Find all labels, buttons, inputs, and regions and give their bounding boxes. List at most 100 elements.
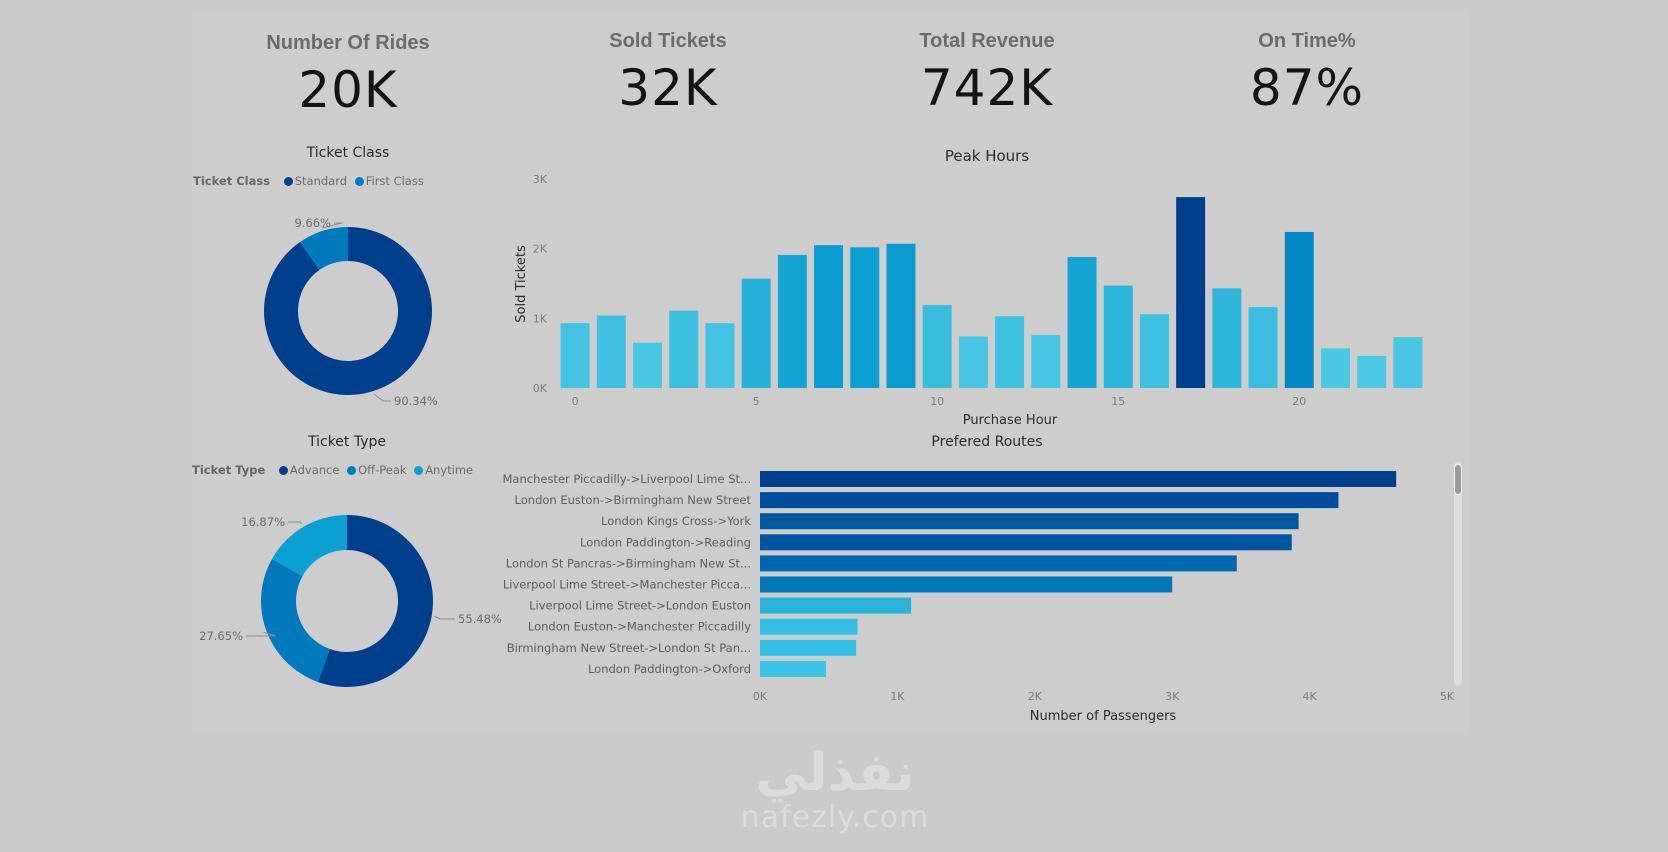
peak-hour-bar [1393,337,1423,388]
kpi-title: Sold Tickets [609,30,727,52]
y-tick-label: 2K [533,243,548,256]
ticket-type-legend: Ticket Type Advance Off-Peak Anytime [192,463,473,477]
ticket-type-donut: 55.48% 27.65% 16.87% [199,515,502,688]
watermark: نفذلي nafezly.com [730,745,940,835]
route-bar [760,597,912,614]
watermark-arabic: نفذلي [755,743,915,803]
leader-line [288,521,303,525]
peak-hour-bar [850,247,880,388]
ticket-class-title: Ticket Class [306,145,390,161]
ticket-class-donut: 90.34% 9.66% [263,216,438,408]
donut-slice-standard [263,227,432,395]
peak-hour-bar [741,278,771,388]
kpi-title: On Time% [1258,30,1356,52]
peak-hour-bar [1103,285,1133,388]
donut-slice-anytime [271,515,347,577]
route-bar [760,513,1299,530]
peak-hour-bar [995,316,1025,388]
x-tick-label: 1K [890,690,905,703]
legend-dot-icon [347,466,357,475]
route-label: London Euston->Manchester Piccadilly [528,620,751,634]
peak-hour-bar [886,243,916,388]
x-tick-label: 0 [572,395,579,408]
legend-title: Ticket Class [193,174,271,188]
routes-scrollbar[interactable] [1454,462,1462,686]
peak-hour-bar [1067,257,1097,388]
legend-item-off-peak[interactable]: Off-Peak [358,463,407,477]
kpi-title: Total Revenue [919,30,1055,52]
data-label: 90.34% [394,394,438,408]
peak-hours-chart: 0K 1K 2K 3K 0 5 10 15 20 Purchase Hour Sold Ticket… [514,173,1423,428]
peak-hour-bar [1176,197,1206,388]
peak-hour-bar [705,323,735,388]
peak-hour-bar [596,315,626,388]
preferred-routes-title: Prefered Routes [931,434,1043,450]
y-axis-title: Sold Tickets [514,245,529,323]
x-tick-label: 4K [1302,690,1317,703]
route-label: Manchester Piccadilly->Liverpool Lime St… [503,472,752,486]
y-tick-label: 0K [533,382,548,395]
legend-item-standard[interactable]: Standard [294,174,348,188]
route-bar [760,534,1292,551]
donut-slice-advance [317,515,433,688]
route-bar [760,639,857,656]
peak-hour-bar [1284,231,1314,388]
x-tick-label: 20 [1292,395,1306,408]
donut-slice-off-peak [261,558,330,682]
data-label: 16.87% [241,515,285,529]
data-label: 55.48% [458,612,502,626]
kpi-on-time: On Time% 87% [1157,30,1457,117]
x-tick-label: 15 [1111,395,1125,408]
donut-slice-first-class [300,227,348,270]
peak-hour-bar [1248,307,1278,388]
kpi-value: 20K [298,61,398,119]
kpi-value: 32K [618,59,718,117]
peak-hour-bar [1031,335,1061,388]
route-label: Liverpool Lime Street->Manchester Picca.… [503,578,751,592]
peak-hour-bar [958,336,988,388]
x-tick-label: 10 [930,395,944,408]
route-label: Liverpool Lime Street->London Euston [529,599,751,613]
route-bar [760,618,858,635]
watermark-latin: nafezly.com [740,800,930,835]
y-tick-label: 3K [533,173,548,186]
x-tick-label: 5K [1440,690,1455,703]
peak-hour-bar [1139,314,1169,388]
legend-title: Ticket Type [192,463,266,477]
route-label: London St Pancras->Birmingham New St... [506,556,751,570]
peak-hour-bar [777,254,807,388]
route-label: London Paddington->Oxford [588,662,751,676]
peak-hour-bar [1320,348,1350,388]
leader-line [246,631,277,637]
routes-scrollbar-thumb[interactable] [1454,464,1462,495]
legend-item-first-class[interactable]: First Class [365,174,424,188]
legend-item-advance[interactable]: Advance [289,463,340,477]
x-axis-title: Purchase Hour [963,413,1058,428]
x-axis-title: Number of Passengers [1030,709,1177,724]
data-label: 9.66% [294,216,331,230]
preferred-routes-chart: Manchester Piccadilly->Liverpool Lime St… [503,471,1455,724]
x-tick-label: 5 [753,395,760,408]
legend-item-anytime[interactable]: Anytime [425,463,474,477]
peak-hour-bar [922,305,952,388]
kpi-sold-tickets: Sold Tickets 32K [518,30,818,117]
ticket-type-title: Ticket Type [307,434,387,450]
data-label: 27.65% [199,629,243,643]
route-label: Birmingham New Street->London St Pan... [507,641,751,655]
route-bar [760,555,1237,572]
leader-line [434,615,455,620]
peak-hour-bar [560,323,590,388]
route-label: London Kings Cross->York [601,514,751,528]
kpi-value: 87% [1249,59,1365,117]
y-tick-label: 1K [533,312,548,325]
route-bar [760,492,1339,509]
peak-hour-bar [1357,355,1387,388]
peak-hour-bar [669,310,699,388]
kpi-title: Number Of Rides [266,32,430,54]
ticket-class-legend: Ticket Class Standard First Class [193,174,424,188]
x-tick-label: 0K [753,690,768,703]
legend-dot-icon [278,466,288,475]
x-tick-label: 2K [1028,690,1043,703]
x-tick-label: 3K [1165,690,1180,703]
